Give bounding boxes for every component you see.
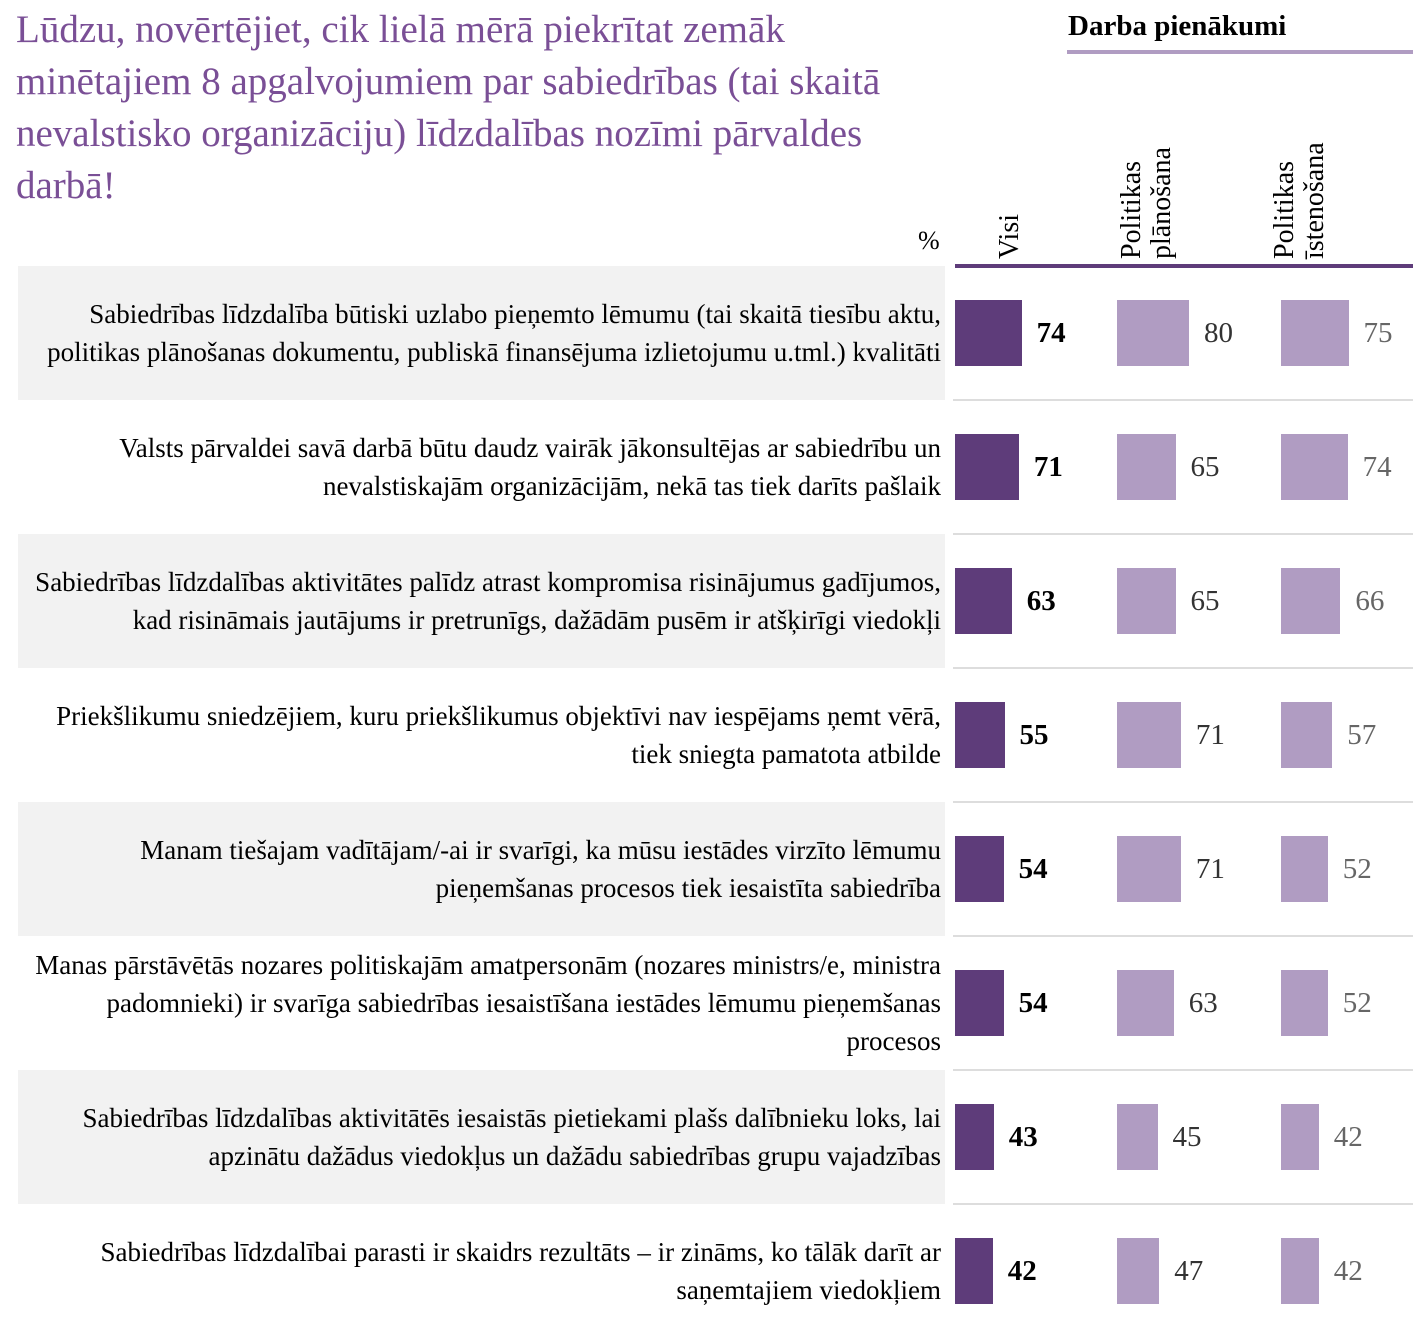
bar [1281, 568, 1341, 634]
row-label-text: Sabiedrības līdzdalība būtiski uzlabo pi… [47, 299, 941, 367]
value-label: 74 [1362, 451, 1392, 483]
value-label: 71 [1195, 719, 1225, 751]
value-label: 75 [1363, 317, 1393, 349]
header-line [955, 264, 1413, 268]
row-background [18, 534, 945, 668]
value-label: 52 [1342, 987, 1372, 1019]
bar [1281, 702, 1333, 768]
row-label: Sabiedrības līdzdalība būtiski uzlabo pi… [18, 266, 941, 400]
bar [955, 836, 1004, 902]
row-label: Priekšlikumu sniedzējiem, kuru priekšlik… [18, 668, 941, 802]
value-label: 66 [1355, 585, 1385, 617]
row-label-text: Sabiedrības līdzdalības aktivitātēs iesa… [82, 1103, 941, 1171]
value-label: 45 [1172, 1121, 1202, 1153]
bar [1117, 702, 1181, 768]
group-title: Darba pienākumi [1068, 10, 1287, 42]
value-label: 74 [1036, 317, 1066, 349]
bar [1117, 1104, 1158, 1170]
bar [955, 702, 1005, 768]
bar [955, 1104, 994, 1170]
row-label: Manam tiešajam vadītājam/-ai ir svarīgi,… [18, 802, 941, 936]
value-label: 65 [1190, 585, 1220, 617]
value-label: 63 [1188, 987, 1218, 1019]
row-separator [953, 801, 1413, 803]
bar [955, 970, 1004, 1036]
row-label: Valsts pārvaldei savā darbā būtu daudz v… [18, 400, 941, 534]
bar [1117, 568, 1176, 634]
value-label: 52 [1342, 853, 1372, 885]
group-underline [1067, 50, 1413, 54]
value-label: 55 [1019, 719, 1049, 751]
value-label: 42 [1333, 1121, 1363, 1153]
row-label-text: Sabiedrības līdzdalības aktivitātes palī… [35, 567, 941, 635]
row-label-text: Sabiedrības līdzdalībai parasti ir skaid… [100, 1237, 941, 1305]
value-label: 42 [1007, 1255, 1037, 1287]
bar [955, 568, 1012, 634]
row-separator [953, 399, 1413, 401]
row-label: Manas pārstāvētās nozares politiskajām a… [18, 936, 941, 1070]
bar [1117, 836, 1181, 902]
value-label: 43 [1008, 1121, 1038, 1153]
value-label: 80 [1204, 317, 1233, 349]
bar [1117, 970, 1174, 1036]
value-label: 42 [1333, 1255, 1363, 1287]
bar [1281, 300, 1349, 366]
bar [1117, 300, 1189, 366]
row-separator [953, 1069, 1413, 1071]
column-header: Politikas plānošana [1116, 147, 1177, 259]
chart-title: Lūdzu, novērtējiet, cik lielā mērā piekr… [16, 8, 881, 207]
row-label-text: Priekšlikumu sniedzējiem, kuru priekšlik… [56, 701, 941, 769]
value-label: 57 [1347, 719, 1377, 751]
row-label-text: Valsts pārvaldei savā darbā būtu daudz v… [119, 433, 941, 501]
bar [1117, 1238, 1160, 1304]
bar [1281, 434, 1348, 500]
bar [1281, 1238, 1319, 1304]
value-label: 65 [1190, 451, 1220, 483]
row-label: Sabiedrības līdzdalības aktivitātēs iesa… [18, 1070, 941, 1204]
value-label: 71 [1195, 853, 1225, 885]
row-background [18, 266, 945, 400]
unit-label: % [918, 226, 940, 255]
bar [1281, 1104, 1319, 1170]
bar [1117, 434, 1176, 500]
value-label: 63 [1026, 585, 1056, 617]
value-label: 47 [1174, 1255, 1204, 1287]
row-label-text: Manam tiešajam vadītājam/-ai ir svarīgi,… [140, 835, 941, 903]
value-label: 54 [1018, 987, 1048, 1019]
row-separator [953, 533, 1413, 535]
row-separator [953, 667, 1413, 669]
bar [1281, 836, 1328, 902]
value-label: 54 [1018, 853, 1048, 885]
row-label: Sabiedrības līdzdalībai parasti ir skaid… [18, 1204, 941, 1336]
bar [955, 434, 1019, 500]
bar [955, 1238, 993, 1304]
row-background [18, 1070, 945, 1204]
value-label: 71 [1033, 451, 1063, 483]
bar [955, 300, 1022, 366]
row-label-text: Manas pārstāvētās nozares politiskajām a… [35, 950, 941, 1056]
row-separator [953, 1203, 1413, 1205]
column-header: Politikas īstenošana [1269, 142, 1330, 259]
row-separator [953, 935, 1413, 937]
row-background [18, 802, 945, 936]
bar [1281, 970, 1328, 1036]
column-header: Visi [994, 214, 1025, 259]
row-label: Sabiedrības līdzdalības aktivitātes palī… [18, 534, 941, 668]
